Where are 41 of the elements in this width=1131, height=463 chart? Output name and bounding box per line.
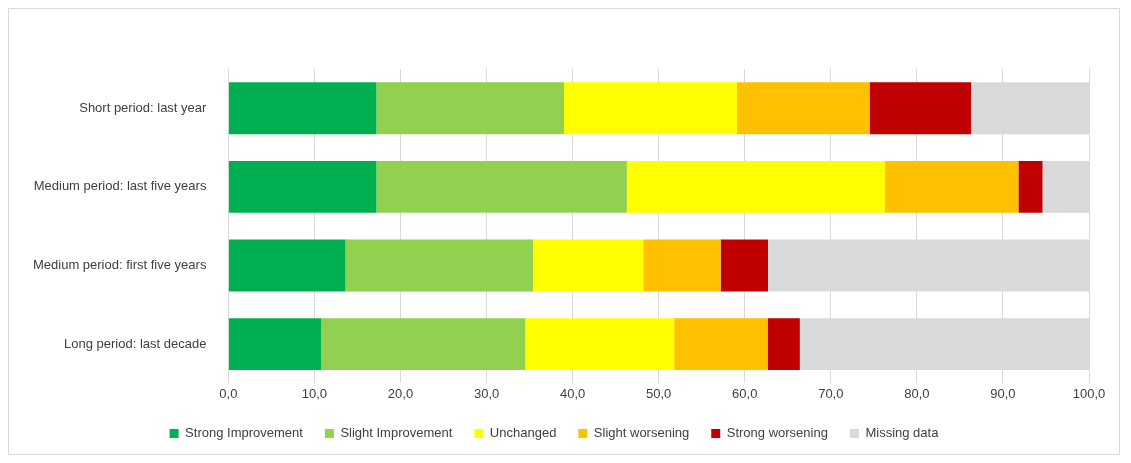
bar <box>674 318 768 371</box>
x-tick-label: 20,0 <box>387 385 414 401</box>
y-tick-label: Medium period: last five years <box>33 178 207 194</box>
x-tick-label: 30,0 <box>473 385 500 401</box>
bar <box>869 82 972 135</box>
x-tick-label: 60,0 <box>732 385 758 401</box>
y-tick-label: Short period: last year <box>79 99 208 115</box>
bar <box>643 239 721 292</box>
bar <box>228 160 377 213</box>
legend-label: Strong Improvement <box>185 425 304 441</box>
x-tick-label: 80,0 <box>904 385 930 401</box>
bar <box>228 239 346 292</box>
bar <box>228 82 377 135</box>
x-tick-label: 40,0 <box>559 385 586 401</box>
bar <box>321 318 526 371</box>
bar <box>345 239 534 292</box>
bar <box>737 82 870 135</box>
legend-label: Slight worsening <box>593 425 690 441</box>
x-tick-label: 70,0 <box>818 385 844 401</box>
bar <box>720 239 768 292</box>
legend-label: Unchanged <box>489 425 557 441</box>
legend-label: Slight Improvement <box>340 425 453 441</box>
bar <box>533 239 644 292</box>
bar <box>564 82 738 135</box>
bar <box>376 160 627 213</box>
bar <box>885 160 1019 213</box>
bar <box>1018 160 1043 213</box>
x-tick-label: 0,0 <box>219 385 238 401</box>
y-tick-label: Long period: last decade <box>64 335 207 351</box>
x-tick-label: 10,0 <box>301 385 328 401</box>
legend-label: Strong worsening <box>726 425 828 441</box>
bar <box>228 318 322 371</box>
bar <box>626 160 886 213</box>
bar <box>767 318 800 371</box>
y-tick-label: Medium period: first five years <box>32 257 207 273</box>
bar <box>376 82 565 135</box>
bar <box>525 318 675 371</box>
x-tick-label: 100,0 <box>1072 385 1106 401</box>
x-tick-label: 90,0 <box>990 385 1016 401</box>
x-tick-label: 50,0 <box>646 385 672 401</box>
legend-label: Missing data <box>865 425 940 441</box>
